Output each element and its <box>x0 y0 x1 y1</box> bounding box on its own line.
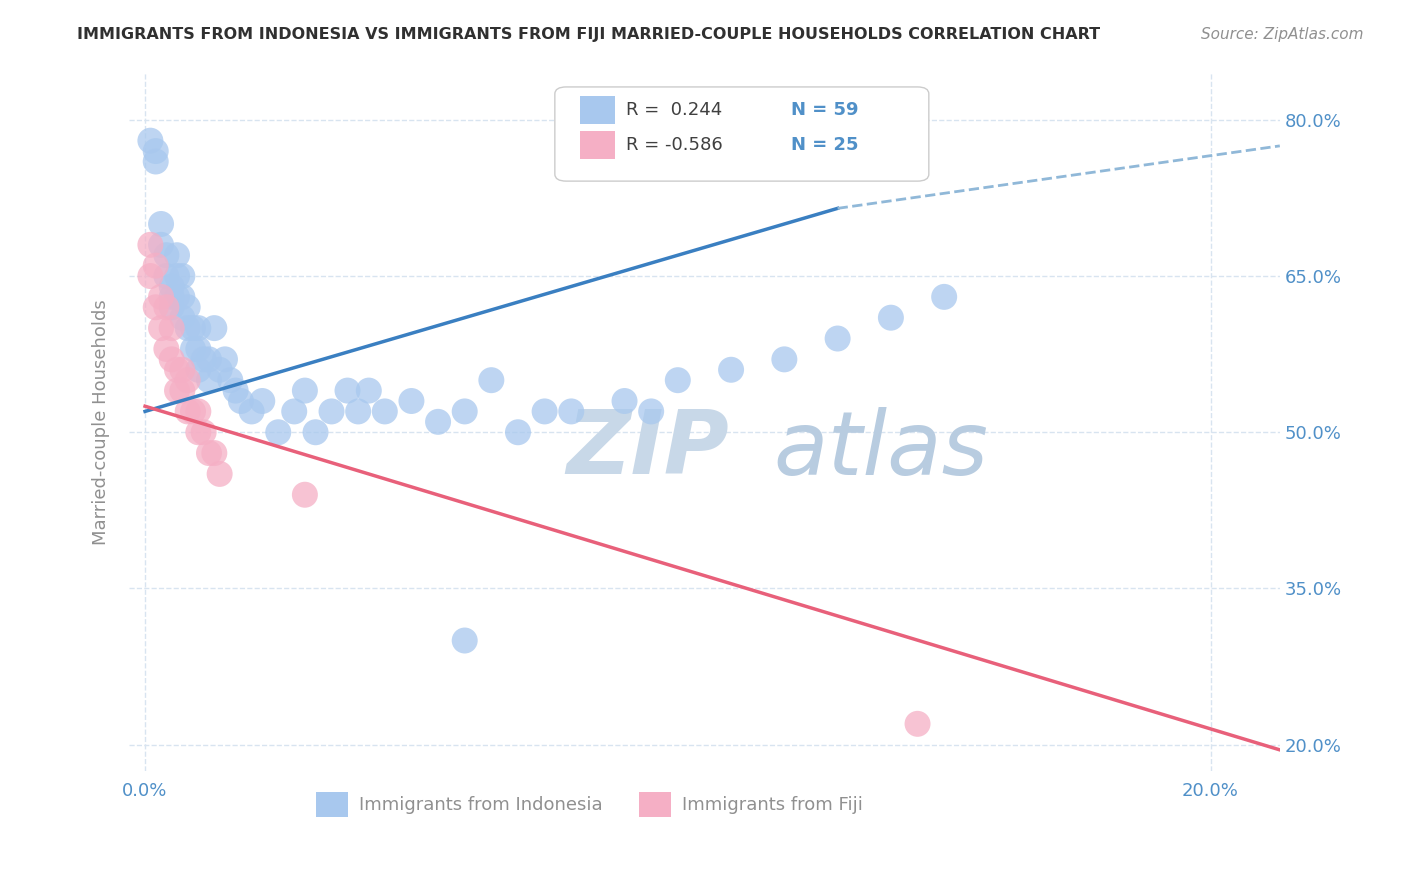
Point <box>139 268 162 283</box>
Point <box>347 404 370 418</box>
Point <box>506 425 529 440</box>
Point <box>198 352 221 367</box>
Point <box>294 488 316 502</box>
Point <box>155 268 177 283</box>
Point <box>166 290 188 304</box>
Point <box>139 134 162 148</box>
Text: ZIP: ZIP <box>567 406 730 493</box>
Point <box>252 394 274 409</box>
Point <box>202 446 225 460</box>
Point <box>155 300 177 314</box>
Point <box>160 279 183 293</box>
Point <box>934 290 956 304</box>
Point <box>304 425 326 440</box>
Point <box>181 321 204 335</box>
Point <box>176 300 198 314</box>
Point <box>336 384 359 398</box>
Point <box>229 394 252 409</box>
Point <box>773 352 796 367</box>
Point <box>640 404 662 418</box>
Point <box>145 259 167 273</box>
Text: R =  0.244: R = 0.244 <box>626 101 723 119</box>
Point <box>202 321 225 335</box>
Point <box>166 268 188 283</box>
FancyBboxPatch shape <box>555 87 929 181</box>
Point <box>181 404 204 418</box>
Point <box>150 237 173 252</box>
Point <box>907 716 929 731</box>
Legend: Immigrants from Indonesia, Immigrants from Fiji: Immigrants from Indonesia, Immigrants fr… <box>308 784 870 824</box>
Point <box>172 268 194 283</box>
Y-axis label: Married-couple Households: Married-couple Households <box>93 299 110 545</box>
Point <box>181 342 204 356</box>
Point <box>166 384 188 398</box>
Point <box>427 415 450 429</box>
Point <box>294 384 316 398</box>
Point <box>208 363 231 377</box>
Text: Source: ZipAtlas.com: Source: ZipAtlas.com <box>1201 27 1364 42</box>
Point <box>214 352 236 367</box>
Point <box>176 404 198 418</box>
Point <box>225 384 247 398</box>
Point <box>454 404 477 418</box>
Text: R = -0.586: R = -0.586 <box>626 136 723 153</box>
Point <box>150 290 173 304</box>
Point <box>150 217 173 231</box>
Point <box>479 373 502 387</box>
Point <box>155 342 177 356</box>
Point <box>454 633 477 648</box>
Point <box>187 321 209 335</box>
Point <box>208 467 231 481</box>
Point <box>560 404 582 418</box>
Point <box>374 404 396 418</box>
Text: N = 25: N = 25 <box>790 136 858 153</box>
Point <box>176 321 198 335</box>
Point <box>666 373 689 387</box>
Bar <box>581 96 614 124</box>
Point <box>193 425 215 440</box>
Point <box>172 290 194 304</box>
Point <box>219 373 242 387</box>
Point <box>139 237 162 252</box>
Point <box>150 321 173 335</box>
Bar <box>581 131 614 159</box>
Point <box>160 321 183 335</box>
Point <box>720 363 742 377</box>
Point <box>160 290 183 304</box>
Point <box>533 404 555 418</box>
Point <box>160 300 183 314</box>
Text: N = 59: N = 59 <box>790 101 858 119</box>
Point <box>166 363 188 377</box>
Point <box>187 363 209 377</box>
Point <box>172 363 194 377</box>
Point <box>198 446 221 460</box>
Point <box>613 394 636 409</box>
Point <box>267 425 290 440</box>
Text: IMMIGRANTS FROM INDONESIA VS IMMIGRANTS FROM FIJI MARRIED-COUPLE HOUSEHOLDS CORR: IMMIGRANTS FROM INDONESIA VS IMMIGRANTS … <box>77 27 1101 42</box>
Point <box>145 144 167 158</box>
Point <box>145 300 167 314</box>
Point <box>193 352 215 367</box>
Point <box>187 425 209 440</box>
Point <box>240 404 263 418</box>
Point <box>187 404 209 418</box>
Point <box>198 373 221 387</box>
Point <box>283 404 305 418</box>
Point <box>172 384 194 398</box>
Point <box>321 404 343 418</box>
Point <box>176 373 198 387</box>
Point <box>357 384 380 398</box>
Point <box>172 310 194 325</box>
Point <box>827 332 849 346</box>
Point <box>880 310 903 325</box>
Point <box>155 248 177 262</box>
Text: atlas: atlas <box>773 407 988 492</box>
Point <box>166 248 188 262</box>
Point <box>145 154 167 169</box>
Point <box>187 342 209 356</box>
Point <box>401 394 423 409</box>
Point <box>160 352 183 367</box>
